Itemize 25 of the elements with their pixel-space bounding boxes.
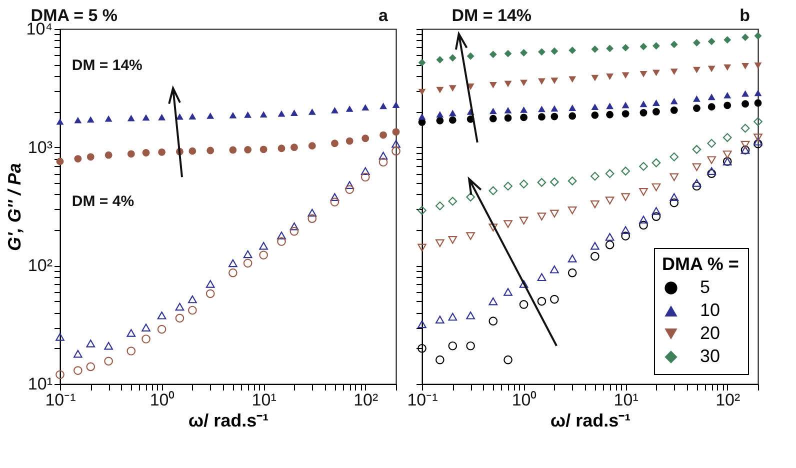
x-tick-label: 10⁻¹: [45, 390, 76, 410]
x-tick-label: 10⁻¹: [407, 390, 438, 410]
x-tick-label: 10²: [716, 390, 740, 410]
x-tick-label: 10²: [354, 390, 378, 410]
y-tick-label: 10²: [28, 256, 53, 276]
x-tick-label: 10¹: [614, 390, 639, 410]
x-tick-label: 10⁰: [512, 390, 537, 410]
legend-label: 20: [700, 323, 720, 343]
text: DM = 14%: [72, 57, 142, 74]
y-tick-label: 10¹: [28, 374, 53, 394]
y-tick-label: 10³: [28, 138, 53, 157]
x-tick-label: 10¹: [252, 390, 277, 410]
legend-label: 5: [700, 277, 710, 297]
x-tick-label: 10⁰: [150, 390, 175, 410]
text: a: [378, 6, 389, 25]
text: b: [740, 6, 750, 25]
chart-title: DM = 14%: [452, 6, 532, 25]
legend-title: DMA % =: [662, 254, 739, 274]
y-axis-title: G', G'' / Pa: [4, 163, 24, 251]
x-axis-title: ω/ rad.s⁻¹: [550, 410, 631, 430]
legend-label: 30: [700, 346, 720, 366]
legend-label: 10: [700, 300, 720, 320]
y-tick-label: 10⁴: [26, 20, 52, 38]
series-label: DM = 4%: [72, 192, 134, 210]
x-axis-title: ω/ rad.s⁻¹: [188, 410, 269, 430]
